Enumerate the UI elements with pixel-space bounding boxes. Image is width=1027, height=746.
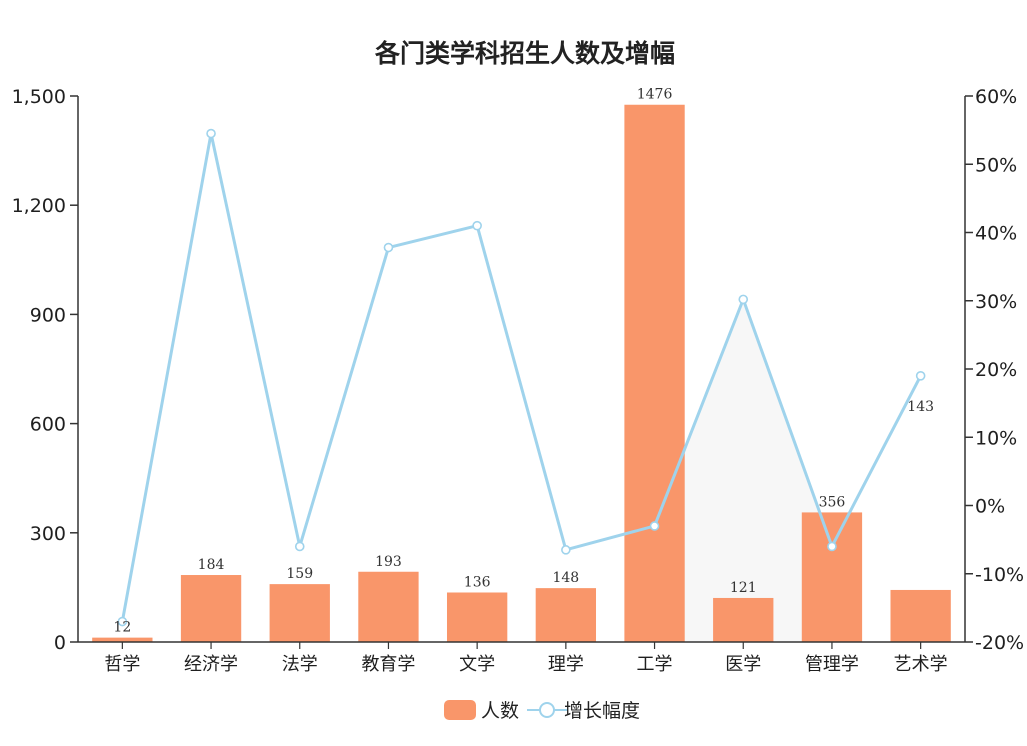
chart-title: 各门类学科招生人数及增幅 (374, 39, 675, 68)
right-tick-label-5: 30% (975, 291, 1017, 313)
left-tick-label-3: 900 (30, 304, 66, 326)
right-y-axis: -20% -10% 0% 10% 20% 30% 40% 50% 60% (964, 86, 1024, 654)
points-layer (117, 128, 926, 627)
line-point-1 (206, 128, 216, 139)
left-tick-label-5: 1,500 (12, 86, 66, 108)
line-point-8 (827, 541, 837, 552)
line-point-3 (383, 242, 394, 253)
bar-0 (92, 637, 153, 642)
x-category-label-4: 文学 (459, 654, 495, 675)
legend-bar-label[interactable]: 人数 (481, 700, 519, 722)
x-category-label-6: 工学 (637, 654, 673, 675)
bar-label-7: 121 (730, 580, 757, 596)
x-category-label-8: 管理学 (805, 654, 859, 675)
right-tick-label-3: 10% (975, 427, 1017, 449)
line-point-0 (117, 616, 128, 627)
x-category-label-2: 法学 (282, 654, 318, 675)
line-layer (120, 132, 923, 624)
bar-1 (180, 575, 242, 642)
left-tick-label-2: 600 (30, 414, 66, 436)
line-point-6 (649, 521, 660, 531)
bar-6 (624, 104, 685, 643)
bar-5 (535, 588, 597, 642)
legend: 人数 增长幅度 (444, 700, 640, 722)
line-shade-layer (654, 299, 832, 642)
bar-label-3: 193 (375, 554, 402, 570)
bar-4 (446, 592, 508, 642)
line-point-2 (294, 541, 305, 552)
bar-labels-layer: 12 184 159 193 136 148 1476 121 356 143 (113, 87, 934, 636)
bar-2 (269, 584, 330, 642)
x-category-label-3: 教育学 (361, 654, 415, 675)
bar-8 (801, 512, 863, 642)
bar-7 (713, 597, 774, 642)
bar-label-8: 356 (819, 494, 846, 510)
bar-label-4: 136 (464, 575, 491, 591)
bar-label-5: 148 (552, 570, 579, 586)
right-tick-label-4: 20% (975, 359, 1017, 381)
bar-label-2: 159 (286, 566, 313, 582)
line-point-9 (915, 371, 926, 381)
bars-layer (92, 104, 951, 643)
x-category-label-0: 哲学 (104, 654, 140, 675)
left-tick-label-0: 0 (54, 632, 66, 654)
bar-3 (358, 571, 419, 642)
line-shade-area (654, 299, 832, 642)
x-category-label-1: 经济学 (184, 654, 238, 675)
right-tick-label-7: 50% (975, 154, 1017, 176)
right-tick-label-0: -20% (975, 632, 1024, 654)
left-y-axis: 0 300 600 900 1,200 1,500 (12, 86, 79, 654)
bar-label-9: 143 (907, 399, 934, 415)
bar-label-0: 12 (113, 620, 131, 636)
legend-line-marker[interactable] (539, 702, 555, 718)
left-tick-label-4: 1,200 (12, 195, 66, 217)
growth-line (120, 132, 923, 624)
line-point-5 (561, 545, 571, 555)
right-tick-label-1: -10% (975, 564, 1024, 586)
line-point-7 (738, 294, 749, 305)
right-tick-label-8: 60% (975, 86, 1017, 108)
right-tick-label-6: 40% (975, 223, 1017, 245)
x-category-label-5: 理学 (548, 654, 584, 675)
legend-bar-swatch[interactable] (444, 700, 476, 720)
bar-9 (890, 589, 951, 642)
right-tick-label-2: 0% (975, 496, 1005, 518)
legend-line-label[interactable]: 增长幅度 (564, 700, 640, 722)
x-axis: 哲学 经济学 法学 教育学 文学 理学 工学 医学 管理学 艺术学 (78, 641, 965, 675)
x-category-label-7: 医学 (725, 654, 761, 675)
x-category-label-9: 艺术学 (894, 654, 948, 675)
bar-label-1: 184 (198, 557, 225, 573)
bar-label-6: 1476 (637, 87, 673, 103)
line-point-4 (472, 220, 482, 231)
left-tick-label-1: 300 (30, 523, 66, 545)
